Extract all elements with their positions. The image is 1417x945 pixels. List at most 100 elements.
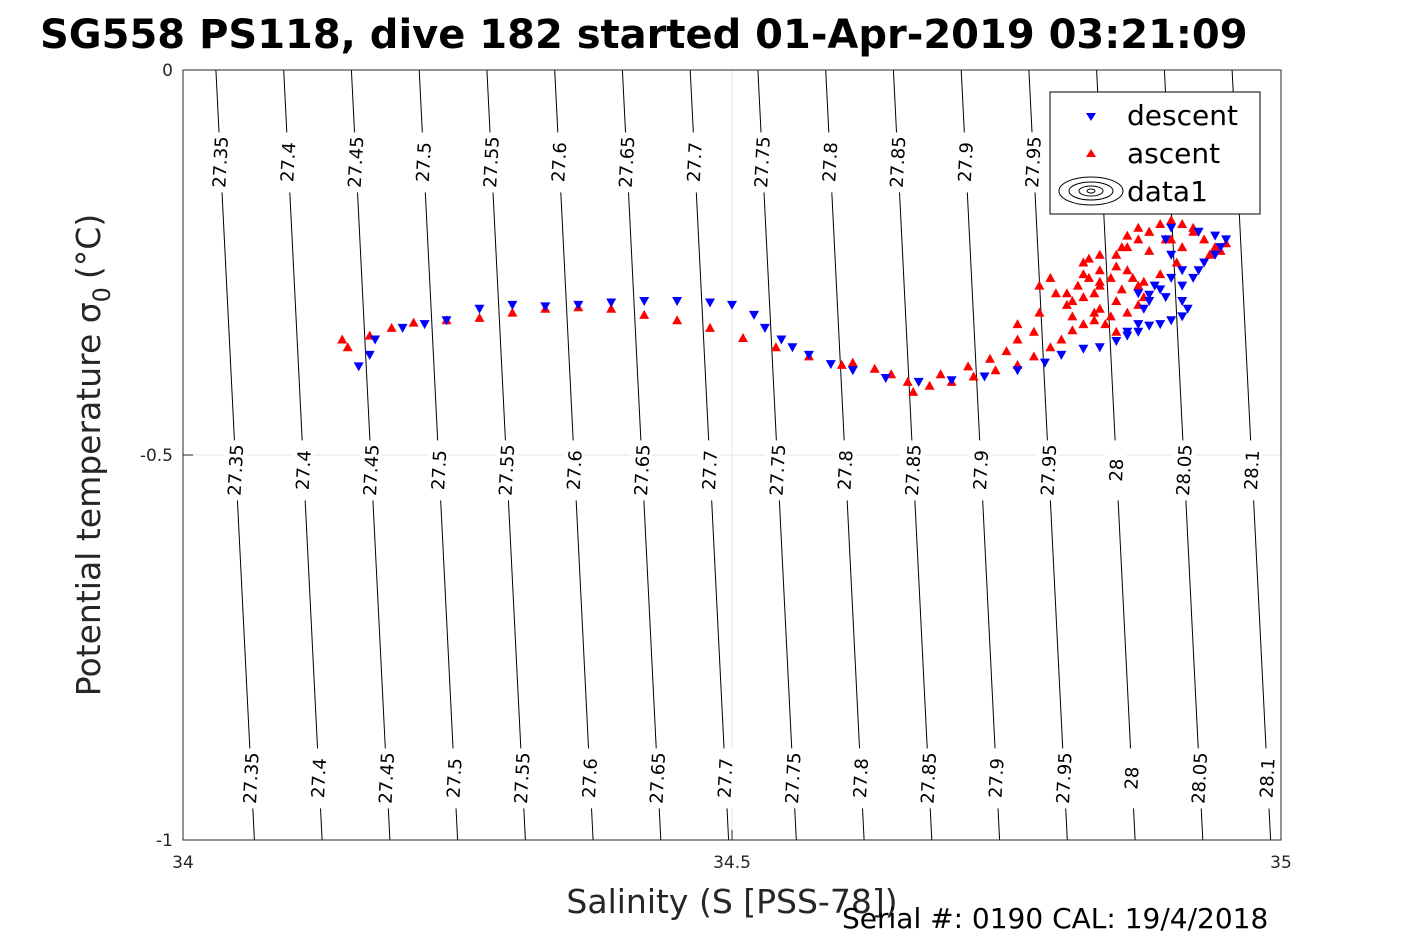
isopycnal-label: 27.75 — [751, 136, 775, 189]
isopycnal-label-bg — [615, 132, 637, 193]
ascent-point — [1100, 319, 1111, 329]
descent-point — [787, 343, 798, 353]
descent-point — [1149, 281, 1160, 291]
descent-point — [1166, 250, 1177, 260]
isopycnal-label-bg — [765, 440, 788, 501]
descent-point — [1182, 304, 1193, 314]
ascent-point — [705, 322, 715, 332]
ascent-point — [935, 369, 946, 379]
isopycnal-label: 27.45 — [345, 136, 369, 189]
isopycnal-label: 27.95 — [1038, 444, 1062, 497]
descent-point — [847, 366, 858, 376]
ascent-point — [1078, 269, 1089, 279]
isopycnal-label: 27.35 — [225, 444, 249, 497]
descent-point — [364, 350, 375, 360]
ascent-point — [990, 365, 1001, 375]
descent-point — [1133, 327, 1144, 337]
isopycnal-label-bg — [969, 440, 992, 501]
isopycnal-label: 27.65 — [646, 752, 670, 805]
descent-point — [1215, 243, 1226, 253]
legend-marker-data1 — [1058, 176, 1124, 206]
isopycnal-label: 28.1 — [1256, 758, 1279, 799]
descent-point — [1210, 231, 1221, 241]
isopycnal-label: 27.95 — [1022, 136, 1046, 189]
isopycnal-label: 27.8 — [835, 450, 858, 491]
descent-point — [397, 323, 408, 333]
ascent-point — [1111, 249, 1122, 259]
chart-title: SG558 PS118, dive 182 started 01-Apr-201… — [40, 12, 1248, 58]
ascent-point — [1001, 346, 1012, 356]
descent-point — [370, 335, 381, 345]
descent-point — [705, 298, 715, 308]
ascent-point — [738, 333, 748, 342]
ascent-point — [1177, 242, 1188, 252]
x-tick-label: 35 — [1270, 853, 1292, 873]
isopycnal-label-bg — [698, 440, 721, 501]
descent-point — [979, 372, 990, 382]
legend-marker-ascent — [1086, 149, 1096, 157]
isopycnal-label-bg — [494, 440, 517, 501]
descent-point — [1111, 337, 1122, 346]
isopycnal-label: 27.6 — [564, 450, 587, 491]
isopycnal-label-bg — [781, 748, 804, 809]
ascent-point — [1028, 351, 1039, 361]
descent-point — [606, 298, 617, 308]
isopycnal-label: 27.55 — [480, 136, 504, 189]
ascent-point — [1078, 257, 1089, 267]
isopycnal-label-bg — [849, 748, 871, 809]
isopycnal-label-bg — [276, 132, 299, 193]
descent-point — [946, 376, 957, 386]
ascent-point — [1111, 326, 1122, 336]
isopycnal-label-bg — [479, 132, 502, 193]
isopycnal-label-bg — [682, 132, 705, 193]
y-axis-label-main: Potential temperature σ — [69, 302, 108, 696]
ascent-point — [1061, 288, 1072, 298]
isopycnal-label: 27.45 — [375, 752, 399, 805]
descent-point — [1144, 290, 1155, 300]
ascent-point — [1045, 272, 1056, 282]
legend-label-descent: descent — [1127, 99, 1238, 132]
ascent-point — [1116, 242, 1127, 252]
ascent-point — [968, 371, 979, 381]
y-axis: 0 -0.5 -1 Potential temperature σ0(°C) — [69, 61, 193, 851]
descent-point — [507, 300, 518, 310]
descent-point — [1012, 366, 1023, 376]
isopycnal-label-bg — [1036, 440, 1059, 501]
ascent-point — [1078, 292, 1089, 302]
isopycnal-label-bg — [562, 440, 585, 501]
descent-point — [1138, 304, 1149, 314]
descent-point — [1221, 235, 1232, 245]
x-tick-label: 34.5 — [713, 853, 751, 873]
ascent-point — [1116, 284, 1127, 294]
descent-point — [1177, 266, 1188, 276]
ascent-point — [1089, 315, 1100, 325]
ascent-point — [836, 359, 847, 369]
isopycnal-label-bg — [916, 748, 939, 809]
ascent-point — [1078, 319, 1089, 329]
descent-point — [419, 320, 430, 330]
descent-point — [776, 335, 787, 345]
ascent-point — [1204, 249, 1215, 259]
ascent-point — [1045, 342, 1056, 352]
isopycnal-label-bg — [1255, 748, 1278, 809]
ascent-point — [1105, 311, 1116, 321]
ascent-point — [1034, 307, 1045, 317]
ascent-series — [337, 215, 1232, 396]
ascent-point — [1089, 307, 1100, 317]
isopycnal-label-bg — [223, 440, 246, 501]
isopycnal-label: 27.6 — [579, 758, 602, 799]
isopycnal-label-bg — [510, 748, 533, 809]
isopycnal-label: 27.4 — [293, 450, 316, 491]
isopycnal-label: 27.95 — [1053, 752, 1077, 805]
isopycnal-label-bg — [442, 748, 465, 809]
isopycnal-label-bg — [1120, 748, 1142, 809]
x-axis: 34 34.5 35 Salinity (S [PSS-78]) — [172, 830, 1292, 921]
isopycnal-label: 27.75 — [782, 752, 806, 805]
ascent-point — [1028, 326, 1039, 336]
isopycnal-label: 27.9 — [955, 142, 978, 183]
ascent-point — [985, 353, 995, 363]
isopycnal-label: 27.9 — [970, 450, 993, 491]
isopycnal-label-bg — [374, 748, 397, 809]
ascent-point — [1067, 325, 1078, 335]
isopycnal-label-bg — [427, 440, 450, 501]
